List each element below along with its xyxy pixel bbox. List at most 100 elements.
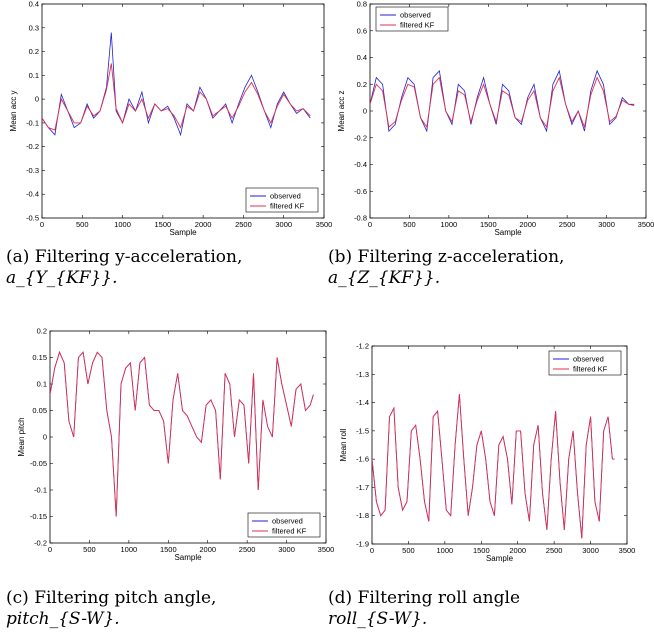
- chart-panel-3: 0 500 1000 1500 2000 2500 3000 3500 -1.9 -1.8 -1.7…: [339, 342, 635, 564]
- caption-b-line1: (b) Filtering z-acceleration,: [328, 247, 565, 267]
- x-tick-label: 2500: [546, 546, 563, 555]
- caption-d-line2: roll_{S-W}.: [328, 609, 428, 629]
- y-axis-label: Mean pitch: [17, 417, 26, 456]
- caption-b-line2: a_{Z_{KF}}.: [328, 268, 441, 288]
- caption-c-line1: (c) Filtering pitch angle,: [6, 588, 217, 608]
- x-tick-label: 1500: [473, 546, 490, 555]
- y-tick-label: 0.4: [357, 53, 367, 62]
- chart-panel-2: 0 500 1000 1500 2000 2500 3000 3500 -0.2 -0.15 -0.…: [17, 327, 334, 563]
- y-tick-label: 0.15: [32, 353, 47, 362]
- y-tick-label: 0.2: [29, 47, 39, 56]
- x-tick-label: 3500: [316, 220, 333, 229]
- y-tick-label: -0.4: [26, 190, 39, 199]
- y-axis-label: Mean acc z: [337, 91, 346, 132]
- legend-label: observed: [400, 11, 431, 20]
- y-tick-label: -0.8: [354, 214, 367, 223]
- caption-c-line2: pitch_{S-W}.: [6, 609, 120, 629]
- x-tick-label: 2500: [235, 220, 252, 229]
- legend-label: observed: [272, 517, 303, 526]
- y-tick-label: 0.05: [32, 406, 47, 415]
- y-tick-label: -0.1: [34, 486, 47, 495]
- y-tick-label: -0.5: [26, 214, 39, 223]
- caption-a: (a) Filtering y-acceleration, a_{Y_{KF}}…: [6, 247, 324, 289]
- y-tick-label: -1.2: [356, 342, 369, 351]
- y-tick-label: -0.05: [30, 459, 47, 468]
- x-tick-label: 1000: [437, 546, 454, 555]
- series-line-filtered: [50, 350, 314, 517]
- x-axis-label: Sample: [494, 228, 522, 237]
- x-axis-label: Sample: [169, 228, 197, 237]
- x-tick-label: 500: [403, 220, 416, 229]
- y-tick-label: 0.3: [29, 23, 39, 32]
- y-tick-label: -0.2: [34, 539, 47, 548]
- y-tick-label: 0.4: [29, 0, 39, 9]
- legend-box: [548, 350, 622, 376]
- caption-d: (d) Filtering roll angle roll_{S-W}.: [328, 588, 652, 630]
- y-tick-label: -0.1: [26, 118, 39, 127]
- x-tick-label: 0: [368, 220, 372, 229]
- series-line-filtered: [370, 76, 635, 129]
- plot-frame: [49, 330, 327, 544]
- x-tick-label: 2000: [519, 220, 536, 229]
- legend-label: filtered KF: [272, 527, 307, 536]
- x-tick-label: 500: [76, 220, 89, 229]
- y-tick-label: -1.5: [356, 426, 369, 435]
- x-tick-label: 1000: [114, 220, 131, 229]
- x-tick-label: 3500: [318, 545, 335, 554]
- y-tick-label: -0.3: [26, 166, 39, 175]
- legend-label: observed: [573, 355, 604, 364]
- x-tick-label: 2000: [195, 220, 212, 229]
- caption-c: (c) Filtering pitch angle, pitch_{S-W}.: [6, 588, 324, 630]
- x-tick-label: 2500: [559, 220, 576, 229]
- x-tick-label: 3500: [619, 546, 636, 555]
- x-tick-label: 500: [83, 545, 96, 554]
- x-tick-label: 0: [48, 545, 52, 554]
- x-tick-label: 3000: [582, 546, 599, 555]
- x-tick-label: 1500: [480, 220, 497, 229]
- x-axis-label: Sample: [174, 553, 202, 562]
- x-tick-label: 1500: [155, 220, 172, 229]
- legend-box: [247, 512, 321, 538]
- y-tick-label: -0.2: [354, 133, 367, 142]
- y-tick-label: -0.2: [26, 142, 39, 151]
- y-tick-label: 0: [363, 107, 367, 116]
- y-tick-label: 0.8: [357, 0, 367, 9]
- y-tick-label: 0.2: [357, 80, 367, 89]
- x-axis-label: Sample: [486, 554, 514, 563]
- y-tick-label: -1.9: [356, 540, 369, 549]
- x-tick-label: 3000: [275, 220, 292, 229]
- caption-a-line1: (a) Filtering y-acceleration,: [6, 247, 243, 267]
- x-tick-label: 2000: [509, 546, 526, 555]
- y-tick-label: -1.7: [356, 483, 369, 492]
- y-tick-label: 0: [43, 433, 47, 442]
- x-tick-label: 0: [40, 220, 44, 229]
- x-tick-label: 2000: [199, 545, 216, 554]
- series-line-observed: [370, 69, 635, 133]
- x-tick-label: 3500: [638, 220, 654, 229]
- y-axis-label: Mean acc y: [9, 91, 18, 132]
- y-tick-label: -1.3: [356, 370, 369, 379]
- y-tick-label: -1.6: [356, 455, 369, 464]
- legend-label: filtered KF: [270, 202, 305, 211]
- x-tick-label: 3000: [278, 545, 295, 554]
- x-tick-label: 1500: [160, 545, 177, 554]
- chart-panel-0: 0 500 1000 1500 2000 2500 3000 3500 -0.5 -0.4 -0.3…: [9, 0, 332, 237]
- y-axis-label: Mean roll: [339, 428, 348, 461]
- y-tick-label: 0.2: [37, 327, 47, 336]
- y-tick-label: -0.4: [354, 160, 367, 169]
- plot-frame: [369, 3, 647, 219]
- series-line-filtered: [42, 63, 311, 131]
- y-tick-label: -1.8: [356, 511, 369, 520]
- y-tick-label: -1.4: [356, 398, 369, 407]
- legend-label: filtered KF: [400, 21, 435, 30]
- legend-box: [245, 187, 319, 213]
- series-line-filtered: [372, 394, 615, 539]
- y-tick-label: -0.6: [354, 187, 367, 196]
- y-tick-label: 0: [35, 95, 39, 104]
- y-tick-label: 0.1: [37, 380, 47, 389]
